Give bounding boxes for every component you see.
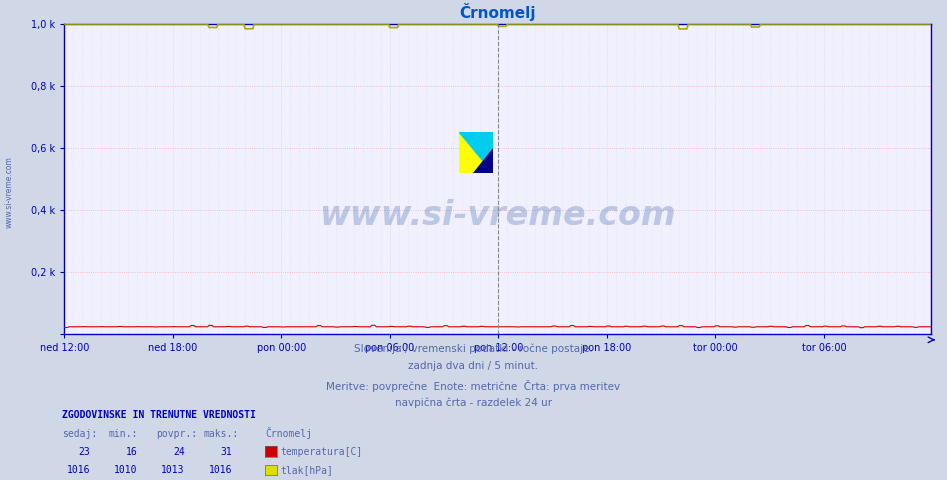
Text: navpična črta - razdelek 24 ur: navpična črta - razdelek 24 ur	[395, 398, 552, 408]
Text: temperatura[C]: temperatura[C]	[280, 447, 363, 457]
Text: povpr.:: povpr.:	[156, 429, 197, 439]
Text: min.:: min.:	[109, 429, 138, 439]
Text: 16: 16	[126, 447, 137, 457]
Text: sedaj:: sedaj:	[62, 429, 97, 439]
Text: 23: 23	[79, 447, 90, 457]
Text: Slovenija / vremenski podatki - ročne postaje.: Slovenija / vremenski podatki - ročne po…	[354, 343, 593, 354]
Text: 1013: 1013	[161, 465, 185, 475]
Text: zadnja dva dni / 5 minut.: zadnja dva dni / 5 minut.	[408, 361, 539, 372]
Title: Črnomelj: Črnomelj	[459, 3, 536, 22]
Text: maks.:: maks.:	[204, 429, 239, 439]
Text: 31: 31	[221, 447, 232, 457]
Text: 1016: 1016	[208, 465, 232, 475]
Text: ZGODOVINSKE IN TRENUTNE VREDNOSTI: ZGODOVINSKE IN TRENUTNE VREDNOSTI	[62, 409, 256, 420]
Text: www.si-vreme.com: www.si-vreme.com	[5, 156, 14, 228]
Text: Meritve: povprečne  Enote: metrične  Črta: prva meritev: Meritve: povprečne Enote: metrične Črta:…	[327, 380, 620, 392]
Text: 1010: 1010	[114, 465, 137, 475]
Text: 1016: 1016	[66, 465, 90, 475]
Text: Črnomelj: Črnomelj	[265, 427, 313, 439]
Polygon shape	[458, 132, 493, 173]
Polygon shape	[473, 148, 493, 173]
Text: tlak[hPa]: tlak[hPa]	[280, 465, 333, 475]
Text: 24: 24	[173, 447, 185, 457]
Text: www.si-vreme.com: www.si-vreme.com	[319, 200, 676, 232]
